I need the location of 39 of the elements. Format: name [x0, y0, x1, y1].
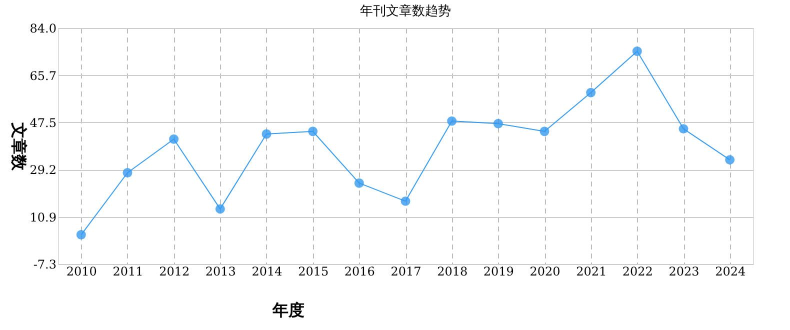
x-tick-label: 2012	[159, 264, 190, 278]
x-tick-label: 2015	[298, 264, 329, 278]
y-tick-label: -7.3	[33, 258, 56, 272]
x-tick-label: 2019	[483, 264, 514, 278]
point	[540, 126, 550, 136]
x-tick-label: 2014	[252, 264, 283, 278]
y-tick-label: 65.7	[30, 68, 56, 83]
x-tick-label: 2013	[205, 264, 236, 278]
x-tick-label: 2011	[112, 264, 144, 278]
x-axis-title: 年度	[272, 300, 304, 320]
point	[678, 124, 688, 134]
point	[632, 46, 642, 56]
point	[262, 129, 272, 139]
x-tick-label: 2016	[344, 264, 375, 278]
x-tick-label: 2018	[437, 264, 468, 278]
point	[725, 155, 735, 165]
y-tick-label: 10.9	[30, 210, 56, 224]
point	[308, 126, 318, 136]
y-axis-title: 文章数	[10, 122, 28, 172]
point	[215, 204, 225, 214]
x-tick-label: 2021	[576, 264, 607, 278]
chart-title: 年刊文章数趋势	[360, 4, 451, 19]
point	[447, 116, 457, 126]
point	[122, 168, 132, 178]
x-tick-label: 2020	[530, 264, 560, 278]
x-tick-label: 2017	[390, 264, 422, 278]
point	[169, 134, 179, 144]
point	[354, 178, 364, 188]
x-tick-label: 2023	[668, 264, 700, 278]
x-tick-label: 2024	[715, 264, 746, 278]
point	[493, 118, 503, 128]
x-tick-label: 2022	[622, 264, 653, 278]
point	[76, 230, 86, 240]
y-tick-label: 47.5	[30, 116, 56, 130]
point	[400, 196, 410, 206]
y-tick-label: 29.2	[30, 163, 56, 178]
point	[586, 88, 596, 98]
y-tick-label: 84.0	[30, 22, 56, 36]
x-tick-label: 2010	[66, 264, 97, 278]
